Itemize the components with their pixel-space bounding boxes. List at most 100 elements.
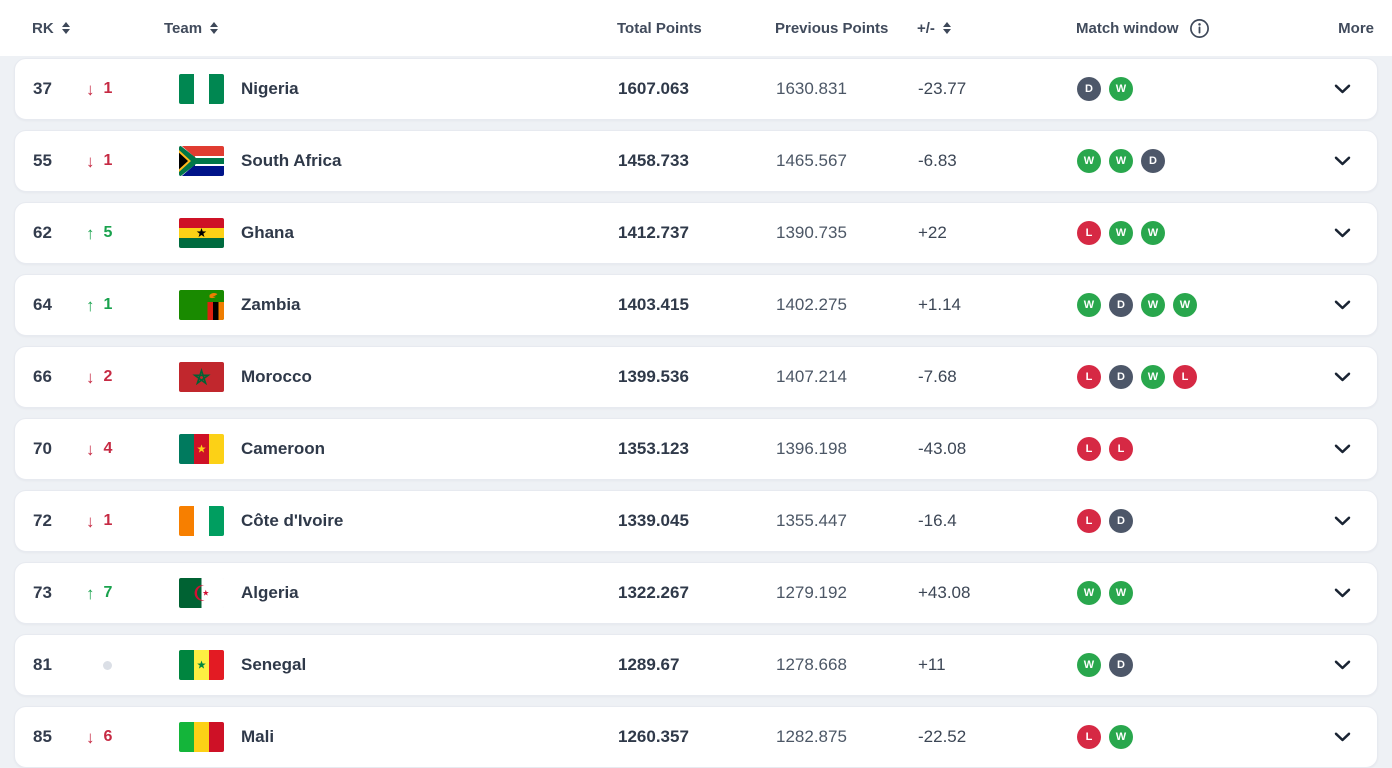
total-points-value: 1339.045 — [618, 511, 689, 530]
ranking-row[interactable]: 72 ↓ 1 Côte d'Ivoire 1339.045 1355.447 -… — [14, 490, 1378, 552]
ranking-row[interactable]: 37 ↓ 1 Nigeria 1607.063 1630.831 -23.77 … — [14, 58, 1378, 120]
expand-chevron-icon[interactable] — [1330, 656, 1355, 674]
match-result-badge-w: W — [1077, 581, 1101, 605]
match-result-badge-d: D — [1077, 77, 1101, 101]
plus-minus-value: -43.08 — [918, 439, 967, 458]
flag-mali-icon — [179, 722, 224, 752]
expand-chevron-icon[interactable] — [1330, 440, 1355, 458]
previous-points-value: 1355.447 — [776, 511, 847, 530]
rank-change-arrow-icon: ↓ — [86, 511, 95, 531]
plus-minus-value: +43.08 — [918, 583, 971, 602]
column-header-total-points: Total Points — [617, 20, 775, 37]
rank-change-value: 5 — [103, 224, 113, 241]
flag-cell — [165, 650, 241, 680]
flag-ghana-icon — [179, 218, 224, 248]
previous-points-value: 1396.198 — [776, 439, 847, 458]
expand-chevron-icon[interactable] — [1330, 512, 1355, 530]
more-cell — [1326, 584, 1377, 602]
column-header-previous-points: Previous Points — [775, 20, 917, 37]
match-result-badge-l: L — [1173, 365, 1197, 389]
rank-change-value: 2 — [103, 368, 113, 385]
column-header-team-label: Team — [164, 19, 203, 37]
rank-change: ↓ 2 — [79, 368, 165, 386]
rank-change-value: 6 — [103, 728, 113, 745]
plus-minus-value: -22.52 — [918, 727, 967, 746]
total-points-value: 1399.536 — [618, 367, 689, 386]
team-name: Nigeria — [241, 79, 299, 98]
rank-change-arrow-icon: ↓ — [86, 367, 95, 387]
plus-minus-value: -7.68 — [918, 367, 957, 386]
column-header-total-points-label: Total Points — [617, 19, 702, 37]
column-header-plus-minus[interactable]: +/- — [917, 20, 1076, 37]
flag-cell — [165, 434, 241, 464]
team-name: Côte d'Ivoire — [241, 511, 344, 530]
flag-cell — [165, 722, 241, 752]
match-result-badge-d: D — [1109, 365, 1133, 389]
previous-points-value: 1465.567 — [776, 151, 847, 170]
more-cell — [1326, 728, 1377, 746]
plus-minus-value: -16.4 — [918, 511, 957, 530]
total-points-value: 1260.357 — [618, 727, 689, 746]
flag-cell — [165, 290, 241, 320]
plus-minus-value: +1.14 — [918, 295, 962, 314]
column-header-match-window-label: Match window — [1076, 19, 1179, 37]
flag-cell — [165, 74, 241, 104]
column-header-previous-points-label: Previous Points — [775, 19, 889, 37]
total-points-value: 1607.063 — [618, 79, 689, 98]
total-points-value: 1322.267 — [618, 583, 689, 602]
expand-chevron-icon[interactable] — [1330, 80, 1355, 98]
match-result-badge-w: W — [1173, 293, 1197, 317]
expand-chevron-icon[interactable] — [1330, 584, 1355, 602]
column-header-rank[interactable]: RK — [32, 20, 164, 37]
flag-algeria-icon — [179, 578, 224, 608]
previous-points-value: 1282.875 — [776, 727, 847, 746]
previous-points-value: 1278.668 — [776, 655, 847, 674]
previous-points-value: 1402.275 — [776, 295, 847, 314]
rank-number: 66 — [33, 367, 52, 386]
rank-number: 62 — [33, 223, 52, 242]
ranking-row[interactable]: 55 ↓ 1 South Africa 1458.733 1465.567 -6… — [14, 130, 1378, 192]
more-cell — [1326, 296, 1377, 314]
plus-minus-value: +11 — [918, 655, 946, 674]
match-result-badge-d: D — [1109, 293, 1133, 317]
rank-number: 81 — [33, 655, 52, 674]
match-result-badge-l: L — [1077, 365, 1101, 389]
expand-chevron-icon[interactable] — [1330, 296, 1355, 314]
team-name: Ghana — [241, 223, 294, 242]
info-icon[interactable] — [1189, 18, 1210, 39]
expand-chevron-icon[interactable] — [1330, 224, 1355, 242]
sort-icon — [942, 22, 951, 34]
rank-number: 73 — [33, 583, 52, 602]
rank-change: ↓ 1 — [79, 512, 165, 530]
ranking-row[interactable]: 70 ↓ 4 Cameroon 1353.123 1396.198 -43.08… — [14, 418, 1378, 480]
expand-chevron-icon[interactable] — [1330, 728, 1355, 746]
column-header-more-label: More — [1338, 19, 1374, 37]
match-result-badge-w: W — [1077, 653, 1101, 677]
flag-morocco-icon — [179, 362, 224, 392]
column-header-team[interactable]: Team — [164, 20, 617, 37]
rank-change-value: 4 — [103, 440, 113, 457]
flag-cell — [165, 218, 241, 248]
total-points-value: 1458.733 — [618, 151, 689, 170]
rank-change: ↑ 1 — [79, 296, 165, 314]
rank-number: 85 — [33, 727, 52, 746]
match-result-badge-l: L — [1077, 725, 1101, 749]
rank-change-arrow-icon: ↑ — [86, 295, 95, 315]
more-cell — [1326, 224, 1377, 242]
ranking-row[interactable]: 73 ↑ 7 Algeria 1322.267 1279.192 +43.08 … — [14, 562, 1378, 624]
ranking-row[interactable]: 66 ↓ 2 Morocco 1399.536 1407.214 -7.68 L… — [14, 346, 1378, 408]
rank-number: 64 — [33, 295, 52, 314]
sort-icon — [210, 22, 219, 34]
flag-cell — [165, 146, 241, 176]
flag-cote-divoire-icon — [179, 506, 224, 536]
expand-chevron-icon[interactable] — [1330, 368, 1355, 386]
expand-chevron-icon[interactable] — [1330, 152, 1355, 170]
